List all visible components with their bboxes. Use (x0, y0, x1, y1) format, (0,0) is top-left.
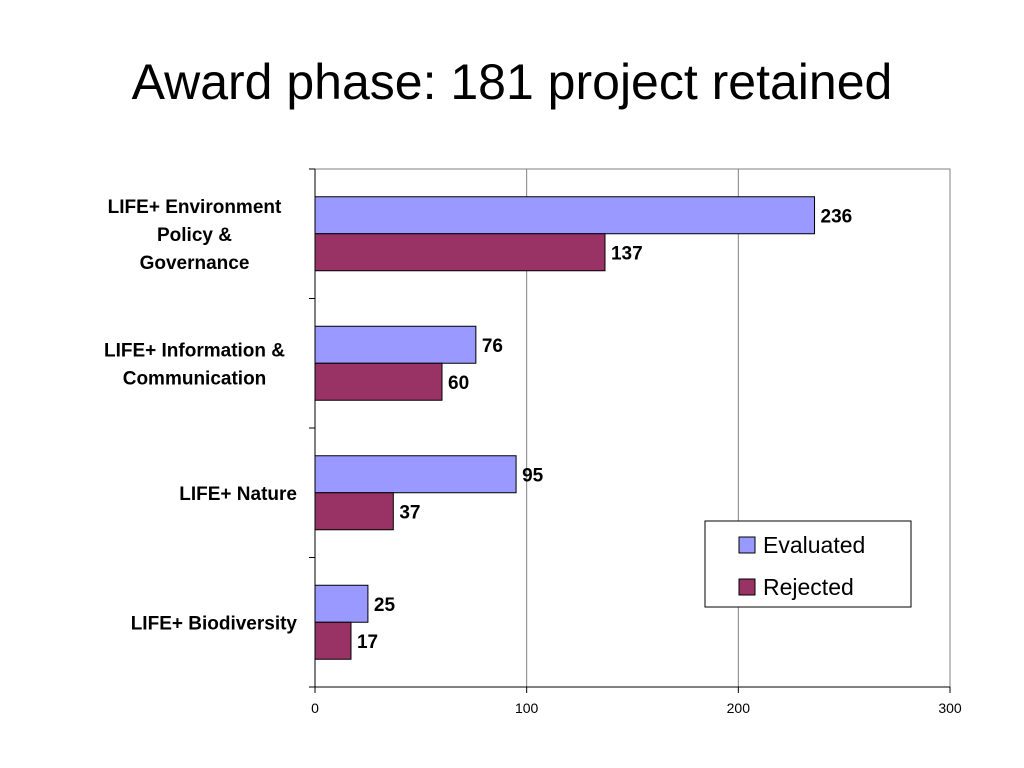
bar-evaluated (314, 196, 816, 235)
bar-evaluated (314, 584, 369, 623)
data-label: 17 (357, 632, 378, 653)
bar-rejected (314, 362, 443, 401)
legend-swatch (738, 578, 756, 596)
category-label-line: LIFE+ Information & (104, 340, 285, 361)
data-label: 236 (821, 206, 853, 227)
category-label: LIFE+ Information & Communication (104, 340, 285, 389)
legend-label: Rejected (763, 574, 854, 600)
x-tick-label: 100 (515, 700, 539, 716)
bars (314, 196, 816, 660)
page-title: Award phase: 181 project retained (131, 54, 893, 110)
bar-rejected (314, 492, 394, 531)
category-label-line: LIFE+ Biodiversity (131, 613, 298, 634)
category-label-line: Governance (140, 253, 250, 274)
legend: Evaluated Rejected (704, 520, 912, 608)
data-label: 95 (522, 465, 544, 486)
data-label: 60 (448, 373, 469, 394)
bar-evaluated (314, 325, 477, 364)
data-label: 137 (611, 243, 643, 264)
x-tick-label: 300 (938, 700, 962, 716)
category-label: LIFE+ Biodiversity (131, 613, 298, 634)
legend-swatch (738, 536, 756, 554)
legend-label: Evaluated (763, 532, 865, 558)
category-label: LIFE+ Nature (179, 484, 297, 505)
category-label-line: LIFE+ Nature (179, 484, 297, 505)
data-label: 76 (482, 336, 503, 357)
labels: 0 100 200 300 236 137 LIFE+ Environment Policy … (104, 168, 962, 716)
category-label-line: Communication (123, 368, 267, 389)
x-tick-label: 200 (727, 700, 751, 716)
x-tick-label: 0 (311, 700, 319, 716)
bar-evaluated (314, 455, 517, 494)
data-label: 25 (374, 595, 396, 616)
category-label: LIFE+ Environment Policy & Governance (108, 197, 282, 274)
category-label-line: LIFE+ Environment (108, 197, 282, 218)
data-label: 37 (399, 502, 420, 523)
bar-rejected (314, 233, 606, 272)
category-label-line: Policy & (157, 225, 232, 246)
bar-rejected (314, 621, 352, 660)
